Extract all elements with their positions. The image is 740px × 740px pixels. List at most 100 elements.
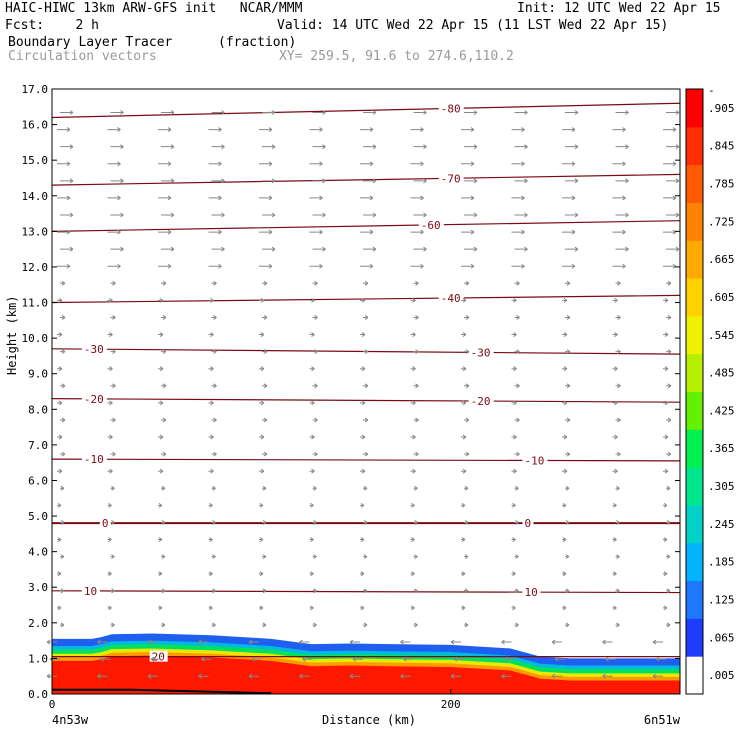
vector-arrow	[410, 468, 416, 474]
y-tick-label: 3.0	[28, 581, 48, 594]
vector-arrow	[110, 212, 124, 218]
vector-arrow	[464, 451, 470, 457]
vector-arrow	[312, 315, 318, 320]
vector-arrow	[514, 246, 528, 252]
vector-arrow	[413, 451, 419, 457]
vector-arrow	[511, 502, 516, 508]
terrain-line	[52, 688, 272, 695]
vector-arrow	[60, 383, 66, 389]
y-tick-label: 17.0	[22, 83, 49, 96]
vector-arrow	[60, 622, 65, 628]
vector-arrow	[262, 554, 267, 560]
vector-arrow	[312, 520, 317, 525]
vector-arrow	[400, 673, 411, 679]
vector-arrow	[565, 110, 579, 115]
isotherm-label-8-1: -70	[441, 172, 461, 185]
y-tick-label: 0.0	[28, 688, 48, 701]
isotherm-label-bg	[418, 219, 444, 231]
vector-arrow	[565, 246, 579, 252]
vector-arrow	[208, 468, 214, 474]
vector-arrow	[514, 280, 520, 286]
vector-arrow	[352, 656, 363, 662]
vector-arrow	[360, 434, 366, 440]
vector-arrow	[565, 588, 570, 594]
vector-arrow	[309, 400, 315, 406]
vector-arrow	[363, 280, 369, 286]
vector-arrow	[612, 332, 618, 337]
vector-arrow	[262, 110, 276, 115]
vector-arrow	[612, 468, 618, 474]
vector-arrow	[562, 161, 576, 167]
vector-arrow	[615, 315, 621, 320]
vector-arrow	[198, 639, 209, 645]
isotherm-label-5-1: -30	[471, 346, 491, 359]
vector-arrow	[211, 178, 225, 184]
vector-arrow	[360, 537, 365, 542]
vector-arrow	[259, 229, 273, 235]
vector-arrow	[652, 639, 663, 645]
vector-arrow	[211, 383, 217, 389]
colorbar-swatch	[686, 126, 703, 166]
vector-arrow	[158, 229, 172, 235]
vector-arrow	[663, 400, 669, 406]
vector-arrow	[309, 605, 314, 611]
vector-arrow	[511, 263, 525, 269]
vector-arrow	[663, 263, 677, 269]
vector-arrow	[211, 315, 217, 320]
colorbar-label: .245	[708, 518, 735, 531]
vector-arrow	[363, 622, 368, 628]
vector-arrow	[464, 622, 469, 628]
vector-arrow	[97, 639, 108, 645]
vector-arrow	[410, 332, 416, 337]
vector-arrow	[57, 263, 71, 269]
vector-arrow	[562, 195, 576, 201]
x-axis-label: Distance (km)	[322, 713, 416, 727]
colorbar: .905 .845 .785 .725 .665 .605 .545 .485 .425 .365…	[685, 84, 735, 695]
vector-arrow	[309, 537, 314, 542]
vector-arrow	[464, 554, 469, 560]
vector-arrow	[663, 161, 677, 167]
vector-arrow	[312, 212, 326, 218]
vector-arrow	[464, 383, 470, 389]
vector-arrow	[413, 485, 418, 491]
vector-arrow	[107, 195, 121, 201]
vector-arrow	[461, 229, 475, 235]
vector-arrow	[158, 605, 163, 611]
vector-arrow	[511, 400, 517, 406]
vector-arrow	[360, 502, 365, 508]
y-tick-label: 2.0	[28, 617, 48, 630]
vector-arrow	[360, 332, 366, 337]
vector-arrow	[562, 434, 568, 440]
isotherm-label-7-1: -60	[421, 219, 441, 232]
vector-arrow	[110, 485, 115, 491]
vector-arrow	[565, 178, 579, 184]
vector-arrow	[198, 673, 209, 679]
vector-arrow	[57, 537, 62, 542]
vector-arrow	[208, 229, 222, 235]
vector-arrow	[208, 263, 222, 269]
vector-arrow	[60, 110, 74, 115]
vector-arrow	[565, 417, 571, 423]
isotherm-label-bg	[438, 172, 464, 184]
vector-arrow	[158, 161, 172, 167]
colorbar-swatch	[686, 315, 703, 355]
y-tick-label: 11.0	[22, 297, 49, 310]
vector-arrow	[615, 451, 621, 457]
vector-arrow	[110, 622, 115, 628]
y-tick-label: 7.0	[28, 439, 48, 452]
vector-arrow	[663, 195, 677, 201]
colorbar-label: .905	[708, 102, 735, 115]
vector-arrow	[60, 280, 66, 286]
vector-arrow	[312, 280, 318, 286]
vector-arrow	[615, 280, 621, 286]
isotherm-label-2-0: 0	[102, 517, 109, 530]
vector-arrow	[208, 195, 222, 201]
vector-arrow	[110, 349, 116, 355]
vector-arrow	[501, 673, 512, 679]
vector-arrow	[161, 554, 166, 560]
vector-arrow	[514, 110, 528, 115]
vector-arrow	[107, 502, 112, 508]
colorbar-swatch	[686, 542, 703, 582]
colorbar-label: .605	[708, 291, 735, 304]
vector-arrow	[612, 605, 617, 611]
